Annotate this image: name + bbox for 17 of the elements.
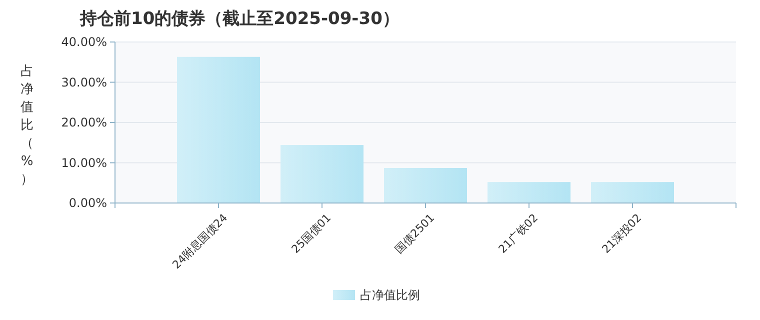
bar	[591, 182, 674, 203]
bar	[384, 168, 467, 203]
y-tick-label: 10.00%	[61, 156, 107, 170]
x-tick-label: 21深投02	[600, 211, 644, 256]
x-tick-label: 25国债01	[289, 211, 334, 256]
legend-label: 占净值比例	[360, 288, 420, 302]
bar	[488, 182, 570, 203]
chart-title: 持仓前10的债券（截止至2025-09-30）	[79, 9, 400, 29]
bar	[280, 145, 364, 203]
y-tick-label: 40.00%	[61, 35, 107, 50]
y-axis-title: 占净值比（%）	[20, 64, 34, 187]
y-tick-label: 0.00%	[68, 196, 107, 210]
y-tick-label: 30.00%	[61, 75, 107, 90]
y-tick-label: 20.00%	[61, 116, 107, 130]
x-tick-label: 24附息国债24	[170, 211, 230, 272]
bar	[177, 56, 260, 203]
x-tick-label: 21广铁02	[496, 211, 541, 256]
